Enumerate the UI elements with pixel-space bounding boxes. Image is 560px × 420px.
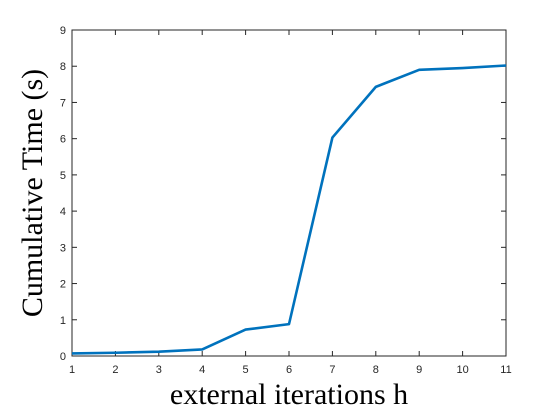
x-tick-label: 11 (500, 364, 511, 376)
x-tick-label: 4 (199, 364, 205, 376)
y-tick-label: 2 (60, 279, 66, 291)
y-tick-label: 6 (60, 134, 66, 146)
x-tick-label: 3 (156, 364, 162, 376)
y-tick-label: 8 (60, 61, 66, 73)
x-tick-label: 5 (243, 364, 249, 376)
y-tick-label: 5 (60, 170, 66, 182)
axes-box (71, 29, 507, 357)
x-tick-label: 7 (329, 364, 335, 376)
y-tick-label: 4 (60, 206, 66, 218)
x-tick-label: 6 (286, 364, 292, 376)
plot-area (72, 30, 506, 356)
y-tick-label: 3 (60, 242, 66, 254)
x-tick-label: 10 (456, 364, 468, 376)
x-tick-label: 8 (373, 364, 379, 376)
y-tick-label: 0 (60, 351, 66, 363)
x-tick-label: 2 (112, 364, 118, 376)
line-series (71, 64, 507, 355)
x-tick-label: 9 (416, 364, 422, 376)
x-tick-label: 1 (69, 364, 75, 376)
y-tick-label: 9 (60, 25, 66, 37)
y-tick-label: 1 (60, 315, 66, 327)
y-tick-label: 7 (60, 97, 66, 109)
y-axis-label: Cumulative Time (s) (16, 69, 49, 317)
x-axis-label: external iterations h (170, 378, 408, 411)
